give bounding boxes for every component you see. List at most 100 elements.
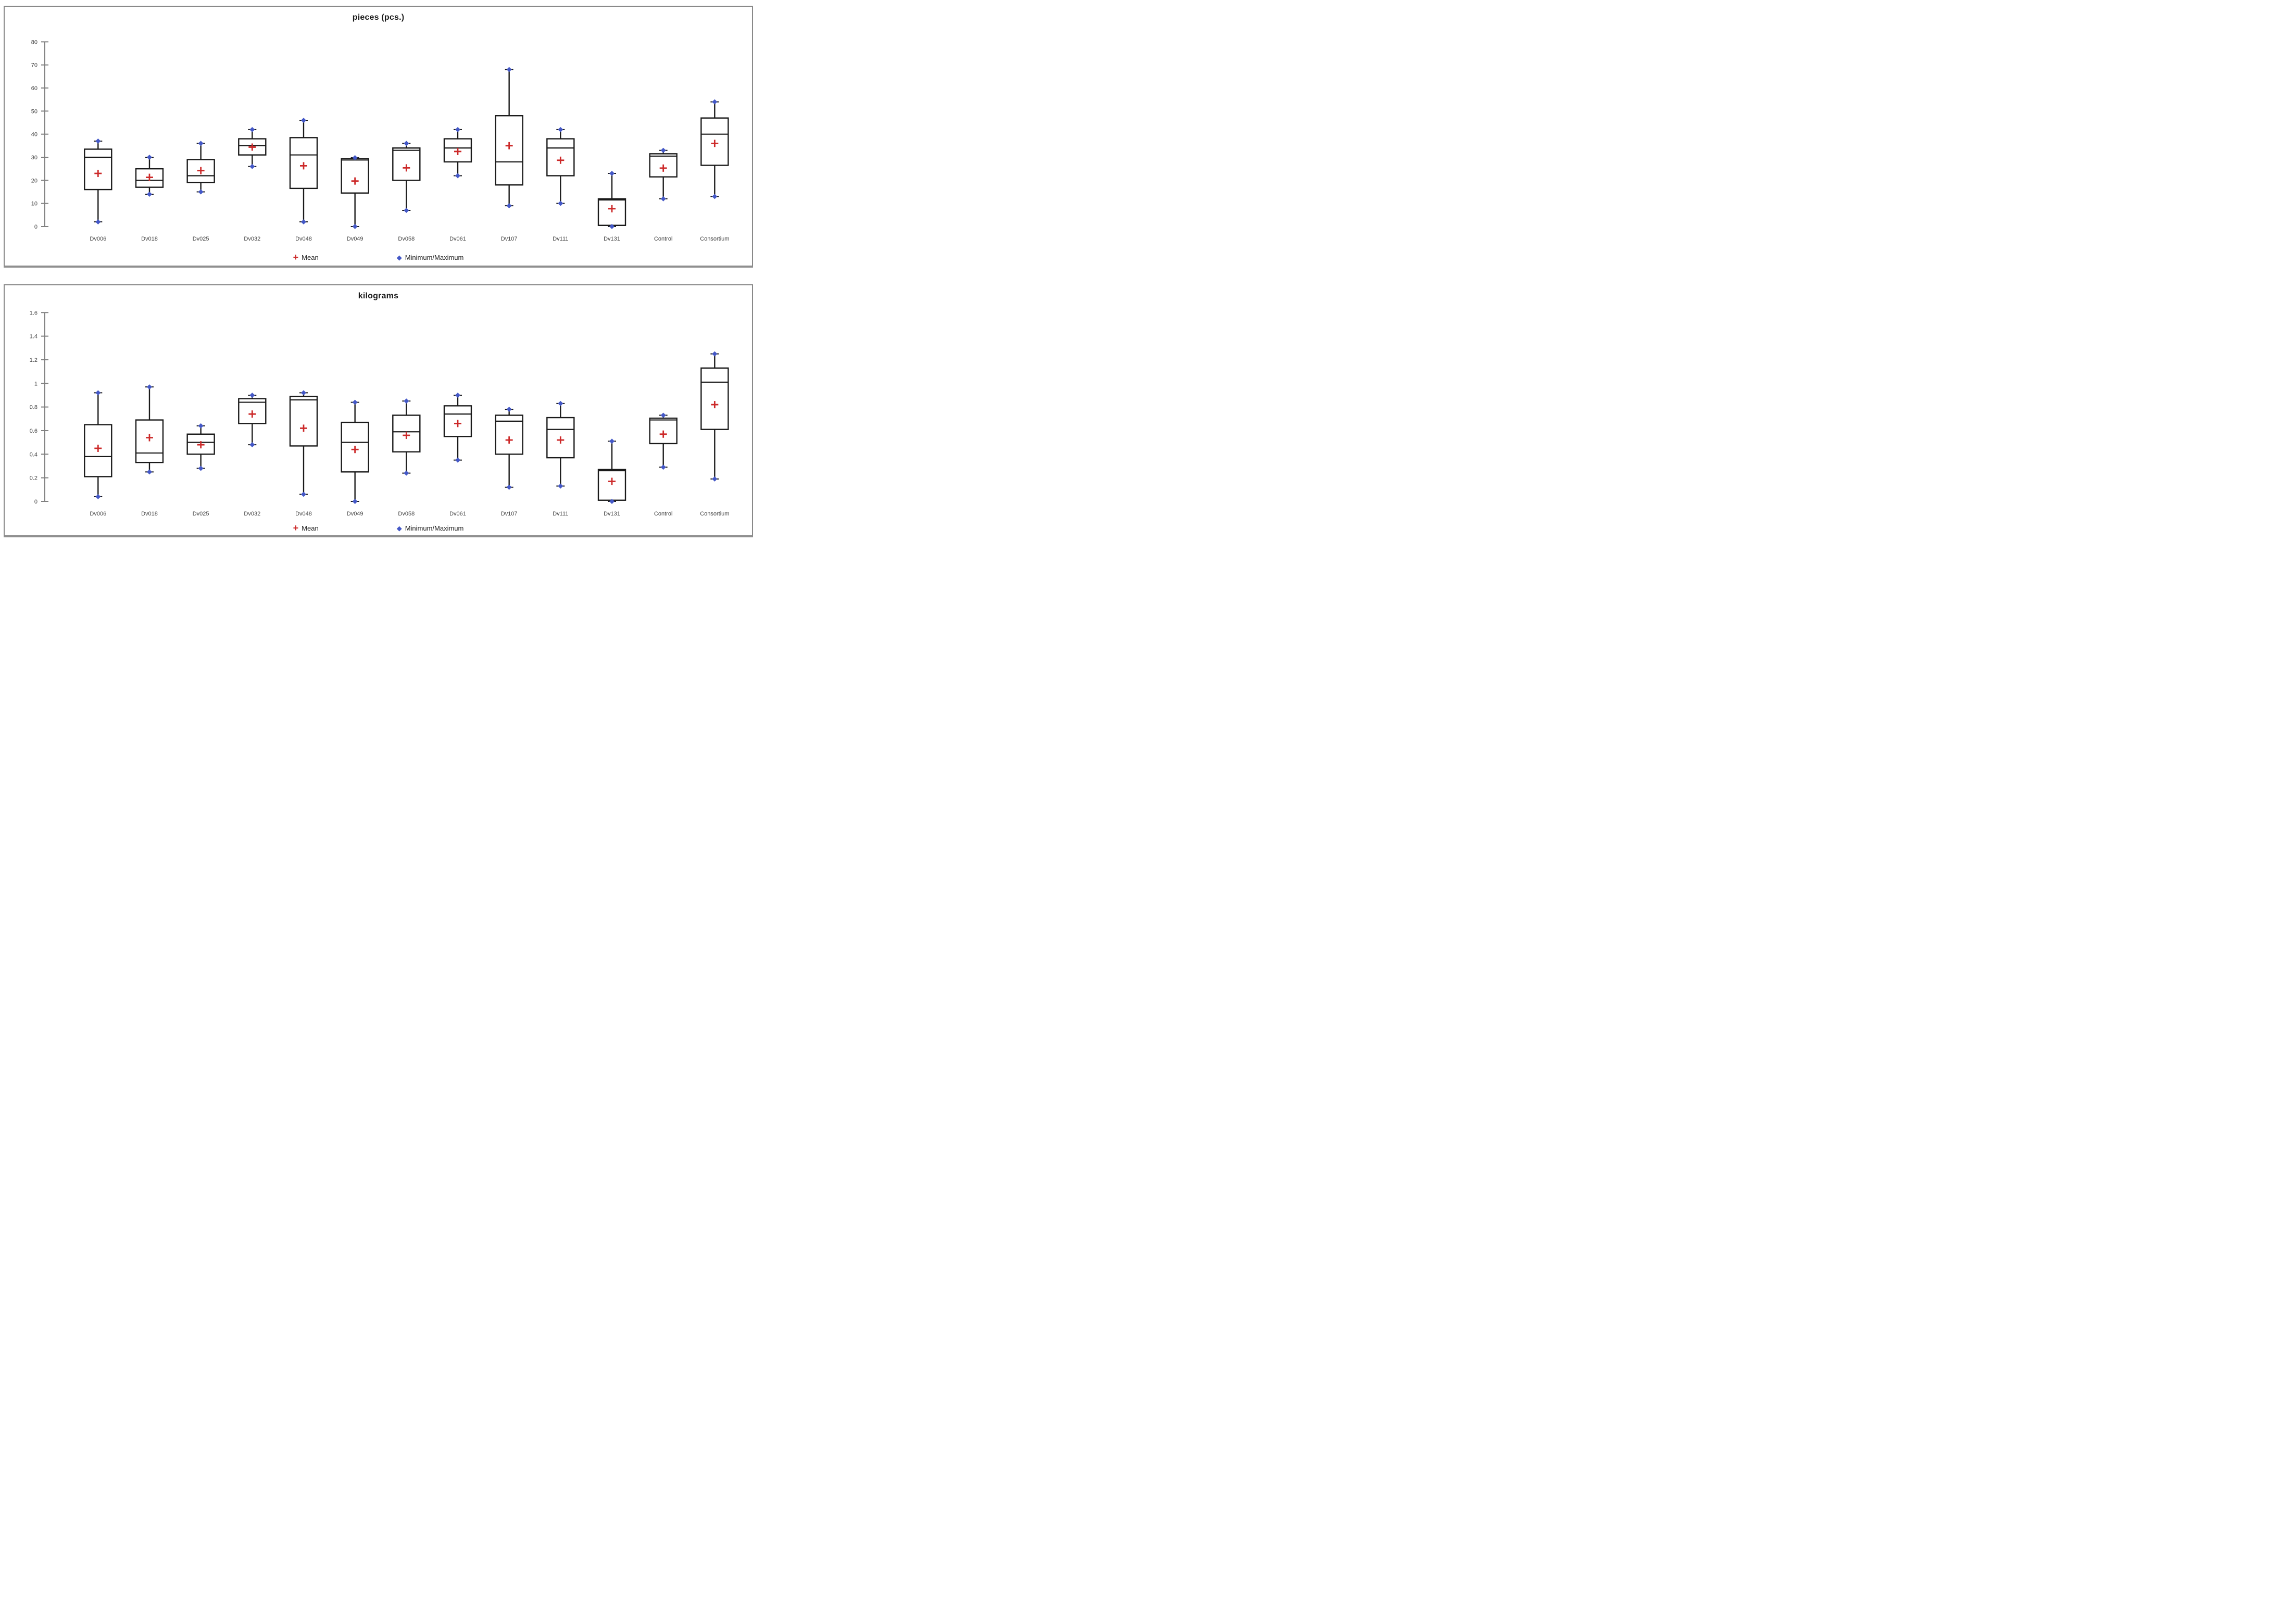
box-group-Consortium	[700, 99, 729, 199]
y-tick-label: 70	[31, 62, 37, 69]
iqr-box	[495, 414, 523, 455]
chart-panel-pieces: pieces (pcs.) 0 10 20 30 40 50 60 70 80 Dv006 Dv01…	[4, 6, 753, 268]
iqr-box	[186, 433, 215, 455]
y-tick-label: 0.8	[30, 405, 37, 411]
box-group-Control	[649, 147, 678, 202]
mean-cross-icon: +	[293, 252, 299, 262]
category-label-Control: Control	[654, 511, 672, 517]
box-group-Dv048	[289, 118, 318, 225]
max-marker	[609, 171, 615, 177]
iqr-box	[495, 115, 523, 186]
max-marker	[455, 392, 460, 398]
y-tick-label: 1.4	[30, 334, 37, 340]
box-group-Consortium	[700, 351, 729, 482]
box-group-Dv111	[546, 400, 575, 489]
category-label-Consortium: Consortium	[700, 511, 729, 517]
chart-panel-kilograms: kilograms 0 0.2 0.4 0.6 0.8 1 1.2 1.4 1.6 Dv006 Dv…	[4, 284, 753, 537]
min-marker	[404, 470, 409, 476]
box-group-Dv061	[443, 392, 472, 463]
y-tick-label: 1	[34, 381, 37, 387]
min-marker	[660, 196, 666, 202]
max-marker	[198, 141, 204, 146]
category-label-Dv061: Dv061	[449, 236, 466, 242]
max-marker	[712, 99, 718, 105]
category-label-Dv032: Dv032	[244, 236, 260, 242]
max-marker	[506, 67, 512, 72]
y-tick-label: 50	[31, 108, 37, 115]
category-label-Consortium: Consortium	[700, 236, 729, 242]
min-marker	[146, 191, 152, 197]
max-marker	[249, 127, 255, 132]
max-marker	[660, 147, 666, 153]
box-group-Dv032	[238, 392, 267, 448]
iqr-box	[392, 147, 421, 181]
min-marker	[609, 224, 615, 229]
category-label-Dv025: Dv025	[193, 511, 209, 517]
legend-label-minmax: Minimum/Maximum	[405, 254, 464, 261]
box-group-Dv131	[597, 438, 626, 504]
category-label-Dv049: Dv049	[347, 511, 363, 517]
iqr-box	[238, 398, 267, 424]
max-marker	[352, 155, 358, 160]
y-tick-label: 80	[31, 39, 37, 45]
box-group-Dv049	[341, 155, 369, 229]
box-group-Dv058	[392, 141, 421, 213]
category-label-Dv058: Dv058	[398, 511, 415, 517]
chart-title-kilograms: kilograms	[358, 292, 399, 300]
max-marker	[95, 138, 101, 144]
minmax-diamond-icon: ◆	[396, 524, 402, 532]
category-label-Dv049: Dv049	[347, 236, 363, 242]
max-marker	[712, 351, 718, 357]
min-marker	[95, 494, 101, 499]
boxplot-kilograms: 0 0.2 0.4 0.6 0.8 1 1.2 1.4 1.6 Dv006 Dv018 Dv025 Dv…	[30, 310, 730, 517]
box-group-Control	[649, 412, 678, 470]
legend-label-mean: Mean	[302, 254, 319, 261]
box-group-Dv025	[186, 423, 215, 471]
box-group-Dv006	[84, 138, 112, 225]
category-label-Dv048: Dv048	[295, 511, 312, 517]
category-label-Dv018: Dv018	[141, 511, 158, 517]
max-marker	[609, 438, 615, 444]
max-marker	[300, 390, 306, 396]
iqr-box	[341, 158, 369, 194]
y-tick-label: 0.2	[30, 475, 37, 482]
y-tick-label: 0	[34, 499, 37, 505]
y-tick-label: 0.6	[30, 428, 37, 434]
y-tick-label: 0.4	[30, 451, 37, 458]
y-tick-label: 0	[34, 224, 37, 230]
category-label-Dv131: Dv131	[604, 511, 620, 517]
legend-kilograms: + Mean ◆ Minimum/Maximum	[5, 523, 752, 533]
min-marker	[712, 476, 718, 482]
box-group-Dv107	[495, 67, 523, 209]
category-label-Dv061: Dv061	[449, 511, 466, 517]
max-marker	[558, 400, 563, 406]
y-tick-label: 10	[31, 201, 37, 207]
min-marker	[198, 465, 204, 471]
min-marker	[249, 442, 255, 448]
y-tick-label: 1.6	[30, 310, 37, 316]
y-tick-label: 1.2	[30, 357, 37, 363]
max-marker	[558, 127, 563, 132]
box-group-Dv111	[546, 127, 575, 206]
legend-pieces: + Mean ◆ Minimum/Maximum	[5, 252, 752, 262]
category-label-Dv107: Dv107	[501, 511, 518, 517]
min-marker	[300, 492, 306, 497]
iqr-box	[289, 396, 318, 447]
box-group-Dv131	[597, 171, 626, 229]
chart-title-pieces: pieces (pcs.)	[352, 13, 405, 22]
box-group-Dv049	[341, 399, 369, 504]
min-marker	[352, 224, 358, 229]
min-marker	[660, 464, 666, 470]
category-label-Dv058: Dv058	[398, 236, 415, 242]
legend-item-mean: + Mean	[293, 523, 319, 533]
box-group-Dv018	[135, 384, 164, 475]
max-marker	[146, 155, 152, 160]
max-marker	[660, 412, 666, 418]
max-marker	[198, 423, 204, 429]
min-marker	[506, 484, 512, 490]
category-label-Dv006: Dv006	[90, 511, 106, 517]
min-marker	[558, 200, 563, 206]
min-marker	[609, 499, 615, 504]
min-marker	[352, 499, 358, 504]
box-group-Dv032	[238, 127, 267, 169]
